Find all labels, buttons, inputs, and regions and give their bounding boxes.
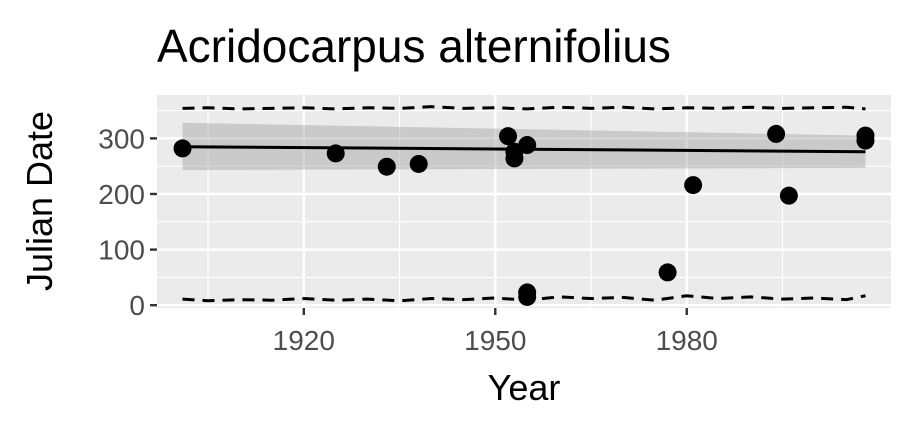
grid-minor — [157, 95, 891, 308]
x-tick-label: 1950 — [464, 325, 526, 356]
y-tick-label: 100 — [98, 235, 145, 266]
x-axis: 1920 1950 1980 — [273, 308, 718, 356]
data-point — [767, 124, 786, 143]
y-axis-title: Julian Date — [19, 111, 60, 291]
x-tick-label: 1920 — [273, 325, 335, 356]
data-point — [505, 149, 524, 168]
data-point — [684, 176, 703, 195]
data-point — [499, 127, 518, 146]
data-point — [409, 154, 428, 173]
chart-title: Acridocarpus alternifolius — [157, 20, 671, 72]
y-tick-label: 200 — [98, 179, 145, 210]
data-point — [326, 144, 345, 163]
data-point — [779, 186, 798, 205]
y-tick-label: 0 — [129, 290, 145, 321]
x-axis-title: Year — [488, 367, 561, 408]
y-tick-label: 300 — [98, 123, 145, 154]
y-axis: 0 100 200 300 — [98, 123, 157, 321]
x-tick-label: 1980 — [656, 325, 718, 356]
data-point — [377, 157, 396, 176]
data-point — [658, 263, 677, 282]
series — [173, 105, 875, 306]
upper-bound-line — [182, 105, 866, 111]
data-point — [518, 287, 537, 306]
data-point — [173, 139, 192, 158]
data-point — [856, 131, 875, 150]
data-point — [518, 136, 537, 155]
